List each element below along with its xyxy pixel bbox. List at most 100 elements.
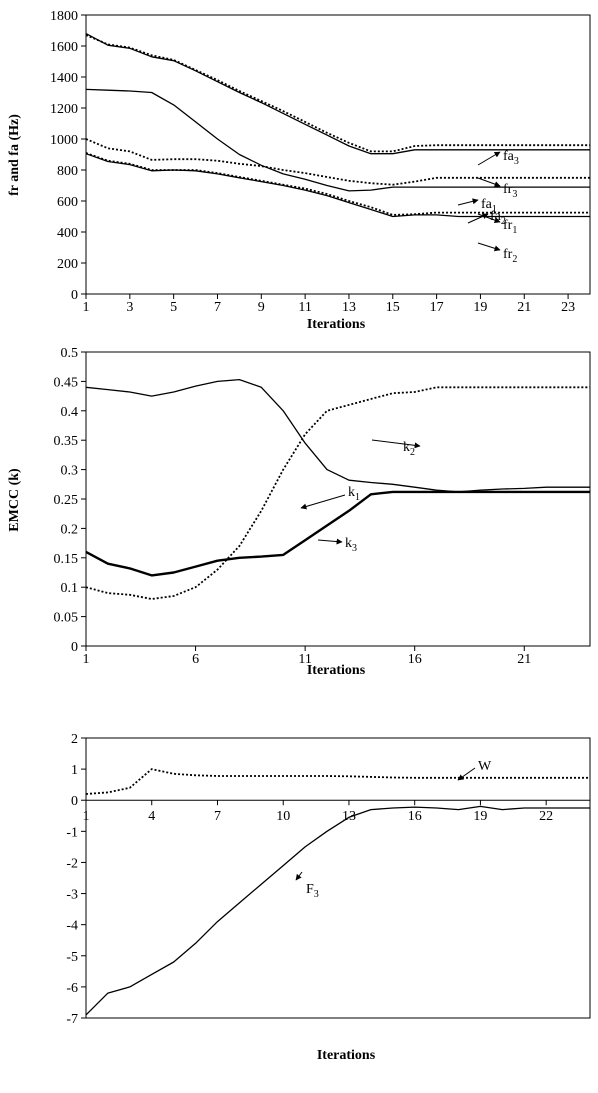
y-tick-label: 0.25 (54, 493, 79, 508)
annotation-fr2: fr2 (477, 242, 517, 265)
y-tick-label: 0.3 (61, 464, 79, 479)
y-tick-label: -2 (66, 856, 78, 871)
y-tick-label: 200 (57, 257, 78, 272)
plot-frame (85, 351, 591, 647)
y-tick-label: 1600 (50, 40, 78, 55)
x-tick-label: 10 (276, 809, 290, 824)
y-tick-label: 0.4 (61, 405, 79, 420)
x-tick-label: 4 (148, 809, 155, 824)
svg-text:F3: F3 (306, 882, 319, 900)
y-tick-label: 400 (57, 226, 78, 241)
x-tick-label: 5 (170, 300, 177, 315)
series-line-fr1 (85, 153, 590, 218)
svg-text:k2: k2 (403, 440, 415, 458)
x-tick-label: 15 (386, 300, 400, 315)
y-tick-label: 0.15 (54, 552, 79, 567)
x-tick-label: 1 (83, 300, 90, 315)
x-tick-label: 3 (126, 300, 133, 315)
chart-3-x-axis-label: Iterations (317, 1048, 376, 1063)
chart-2-y-axis-label: EMCC (k) (7, 468, 22, 532)
annotation-fa1: fa1 (457, 197, 497, 215)
svg-text:fa2: fa2 (490, 209, 506, 227)
series-line-fr3 (85, 33, 590, 155)
chart-1-x-axis-label: Iterations (307, 317, 366, 332)
annotation-k3: k3 (317, 536, 357, 554)
x-tick-label: 19 (473, 300, 487, 315)
x-tick-label: 19 (473, 809, 487, 824)
y-tick-label: -4 (66, 919, 78, 934)
svg-text:k1: k1 (348, 485, 360, 503)
chart-2-plot-area: 00.050.10.150.20.250.30.350.40.450.51 6 11… (54, 346, 591, 667)
x-tick-label: 11 (298, 300, 311, 315)
svg-text:k3: k3 (345, 536, 357, 554)
x-tick-label: 21 (517, 652, 531, 667)
y-tick-label: 1800 (50, 9, 78, 24)
y-tick-label: -6 (66, 981, 78, 996)
x-tick-label: 23 (561, 300, 575, 315)
y-tick-label: 0.2 (61, 522, 79, 537)
x-tick-label: 16 (408, 652, 422, 667)
x-tick-label: 16 (408, 809, 422, 824)
chart-2-x-axis-label: Iterations (307, 663, 366, 678)
annotation-k2: k2 (371, 439, 421, 458)
y-tick-label: -1 (66, 825, 78, 840)
x-tick-label: 7 (214, 300, 221, 315)
annotation-k1: k1 (300, 485, 360, 510)
y-tick-label: 1200 (50, 102, 78, 117)
series-line-k2 (85, 386, 590, 600)
y-tick-label: -7 (66, 1012, 78, 1027)
svg-text:W: W (478, 759, 492, 774)
series-line-k3 (85, 490, 590, 577)
x-tick-label: 7 (214, 809, 221, 824)
plot-frame (85, 737, 591, 1019)
x-tick-label: 21 (517, 300, 531, 315)
y-tick-label: 2 (71, 732, 78, 747)
series-line-F3 (85, 805, 590, 1016)
svg-text:fr2: fr2 (503, 247, 517, 265)
series-line-fa1 (85, 152, 590, 216)
series-line-fa2 (85, 138, 590, 186)
annotation-fr1: fr1 (477, 213, 517, 236)
annotation-W: W (457, 759, 492, 781)
y-tick-label: 0.35 (54, 434, 79, 449)
y-tick-label: -5 (66, 950, 78, 965)
y-tick-label: -3 (66, 888, 78, 903)
y-tick-label: 800 (57, 164, 78, 179)
svg-text:fr3: fr3 (503, 182, 517, 200)
x-tick-label: 1 (83, 652, 90, 667)
y-tick-label: 0 (71, 794, 78, 809)
y-tick-label: 1400 (50, 71, 78, 86)
series-line-k1 (85, 378, 590, 493)
annotation-fa2: fa2 (467, 209, 506, 227)
series-line-W (85, 768, 590, 795)
y-tick-label: 0.1 (61, 581, 79, 596)
chart-2: 00.050.10.150.20.250.30.350.40.450.51 6 11… (7, 346, 591, 678)
y-tick-label: 0.5 (61, 346, 79, 361)
svg-text:fr1: fr1 (503, 218, 517, 236)
y-tick-label: 1000 (50, 133, 78, 148)
y-tick-label: 0 (71, 288, 78, 303)
x-tick-label: 11 (298, 652, 311, 667)
plot-frame (85, 14, 591, 295)
y-tick-label: 600 (57, 195, 78, 210)
svg-text:fa1: fa1 (481, 197, 497, 215)
x-tick-label: 17 (430, 300, 444, 315)
y-tick-label: 0.45 (54, 375, 79, 390)
x-tick-label: 1 (83, 809, 90, 824)
annotation-F3: F3 (295, 871, 319, 900)
y-tick-label: 0.05 (54, 611, 79, 626)
series-line-fa3 (85, 34, 590, 153)
annotation-fa3: fa3 (477, 149, 519, 167)
annotation-fr3: fr3 (477, 177, 517, 200)
y-tick-label: 0 (71, 640, 78, 655)
x-tick-label: 9 (258, 300, 265, 315)
series-line-fr2 (85, 88, 590, 192)
y-tick-label: 1 (71, 763, 78, 778)
chart-1-y-axis-label: fr and fa (Hz) (7, 114, 22, 196)
x-tick-label: 13 (342, 300, 356, 315)
